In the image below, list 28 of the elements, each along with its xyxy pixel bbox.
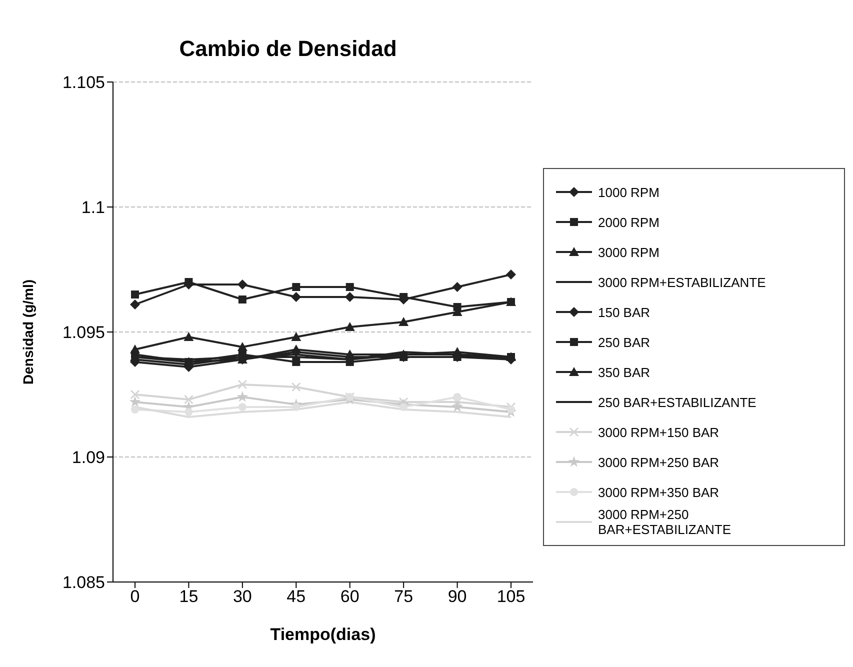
x-tick-label: 90 [448, 587, 467, 606]
legend-label: 350 BAR [598, 364, 650, 380]
legend-label: 3000 RPM+ESTABILIZANTE [598, 274, 766, 290]
y-axis-title: Densidad (g/ml) [20, 279, 36, 385]
legend-label: 3000 RPM+250 BAR+ESTABILIZANTE [598, 507, 732, 537]
x-tick-label: 30 [232, 587, 252, 606]
legend-label: 250 BAR+ESTABILIZANTE [598, 394, 756, 410]
x-tick-label: 105 [496, 587, 526, 606]
x-tick-label: 0 [130, 587, 140, 606]
y-tick-label: 1.105 [62, 73, 105, 92]
legend-label: 2000 RPM [598, 214, 660, 230]
y-tick-label: 1.09 [72, 448, 105, 468]
legend-label: 3000 RPM+350 BAR [598, 484, 720, 500]
legend-label: 3000 RPM [598, 244, 660, 260]
x-tick-label: 15 [179, 587, 198, 606]
x-axis-title: Tiempo(dias) [270, 625, 376, 644]
y-tick-label: 1.085 [62, 573, 105, 592]
x-tick-label: 45 [286, 587, 306, 606]
chart-title: Cambio de Densidad [178, 35, 398, 62]
x-tick-label: 75 [394, 587, 414, 606]
legend-label: 1000 RPM [598, 184, 660, 200]
x-tick-label: 60 [340, 587, 360, 606]
legend-label: 3000 RPM+250 BAR [598, 454, 720, 470]
legend-label: 150 BAR [598, 304, 650, 320]
y-tick-label: 1.1 [81, 198, 105, 218]
legend-label: 3000 RPM+150 BAR [598, 424, 720, 440]
y-tick-label: 1.095 [62, 323, 105, 342]
legend-label: 250 BAR [598, 334, 650, 350]
